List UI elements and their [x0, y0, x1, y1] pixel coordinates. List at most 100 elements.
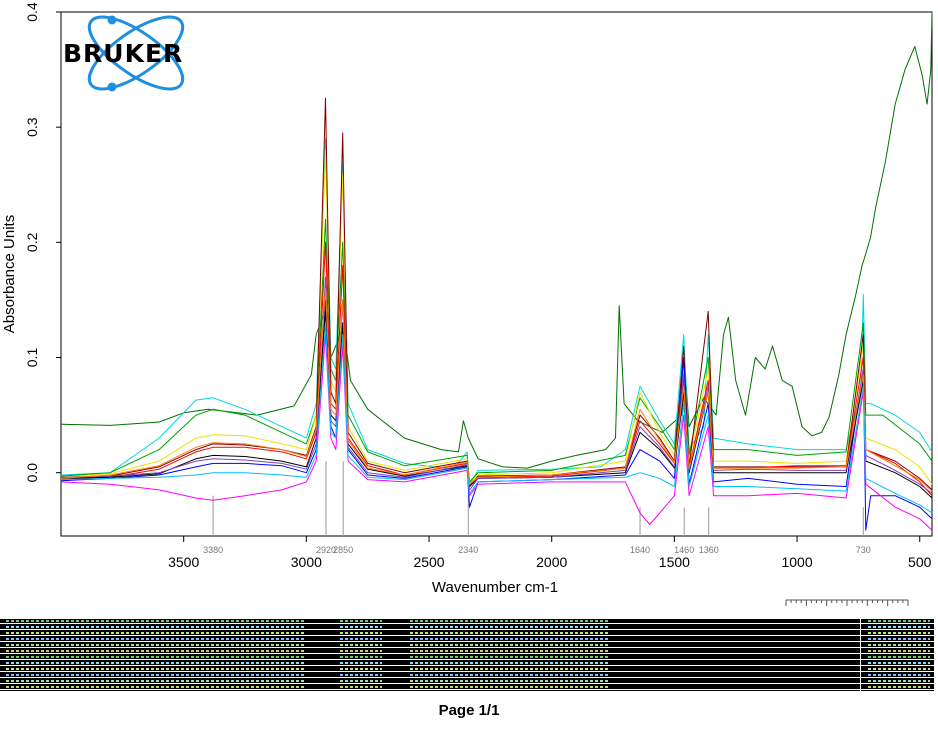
- bruker-atom-logo: BRUKER: [63, 15, 185, 92]
- legend-entry: [340, 662, 382, 664]
- spectrum-series-line: [60, 334, 933, 531]
- legend-entry: [6, 674, 306, 676]
- legend-row: [0, 637, 934, 642]
- legend-entry: [340, 620, 382, 622]
- legend-entry: [410, 638, 610, 640]
- legend-entry: [868, 680, 930, 682]
- legend-entry: [868, 638, 930, 640]
- x-axis-title: Wavenumber cm-1: [432, 579, 558, 596]
- legend-entry: [340, 686, 382, 688]
- legend-entry: [6, 680, 306, 682]
- legend-entry: [6, 626, 306, 628]
- legend-entry: [6, 686, 306, 688]
- legend-row: [0, 685, 934, 690]
- y-tick-label: 0.4: [24, 2, 40, 22]
- legend-row: [0, 661, 934, 666]
- y-tick-label: 0.2: [24, 232, 40, 252]
- legend-entry: [868, 632, 930, 634]
- legend-entry: [340, 638, 382, 640]
- legend-entry: [868, 668, 930, 670]
- x-axis: 3500 3000 2500 2000 1500 1000 500: [168, 536, 932, 570]
- legend-entry: [6, 668, 306, 670]
- legend-row: [0, 667, 934, 672]
- peak-marker-label: 1640: [630, 545, 650, 555]
- legend-entry: [340, 680, 382, 682]
- spectrum-series-line: [60, 138, 933, 485]
- x-tick-label: 3500: [168, 554, 199, 570]
- page-indicator: Page 1/1: [438, 702, 500, 719]
- legend-entry: [410, 674, 610, 676]
- x-tick-label: 500: [908, 554, 932, 570]
- peak-marker-label: 2850: [333, 545, 353, 555]
- legend-entry: [410, 656, 610, 658]
- legend-entry: [6, 650, 306, 652]
- brand-name: BRUKER: [63, 39, 183, 68]
- series-group: [60, 11, 933, 531]
- spectrum-series-line: [60, 276, 933, 494]
- legend-entry: [340, 626, 382, 628]
- x-tick-label: 2000: [536, 554, 567, 570]
- y-tick-label: 0.0: [24, 463, 40, 483]
- legend-entry: [340, 650, 382, 652]
- spectrum-series-line: [60, 218, 933, 483]
- legend-row: [0, 619, 934, 624]
- peak-marker-label: 2920: [316, 545, 336, 555]
- spectrum-series-line: [60, 322, 933, 514]
- spectrum-series-line: [60, 241, 933, 497]
- legend-entry: [868, 644, 930, 646]
- spectrum-series-line: [60, 299, 933, 531]
- legend-entry: [410, 662, 610, 664]
- legend-entry: [868, 656, 930, 658]
- legend-entry: [340, 656, 382, 658]
- peak-marker-label: 1460: [674, 545, 694, 555]
- legend-entry: [868, 686, 930, 688]
- x-tick-label: 2500: [413, 554, 444, 570]
- legend-entry: [410, 620, 610, 622]
- plot-frame: [60, 11, 933, 537]
- spectrum-series-line: [60, 310, 933, 499]
- legend-entry: [410, 680, 610, 682]
- legend-entry: [410, 686, 610, 688]
- legend-table: [0, 619, 934, 691]
- y-tick-label: 0.1: [24, 348, 40, 368]
- spectrum-series-line: [60, 11, 933, 469]
- legend-entry: [6, 662, 306, 664]
- peak-marker-label: 3380: [203, 545, 223, 555]
- legend-entry: [410, 668, 610, 670]
- y-axis-title: Absorbance Units: [1, 215, 18, 333]
- legend-entry: [340, 632, 382, 634]
- legend-entry: [340, 674, 382, 676]
- legend-entry: [6, 644, 306, 646]
- y-axis: 0.0 0.1 0.2 0.3 0.4: [24, 2, 61, 482]
- legend-entry: [6, 620, 306, 622]
- peak-marker-label: 2340: [458, 545, 478, 555]
- x-tick-label: 3000: [291, 554, 322, 570]
- legend-entry: [410, 632, 610, 634]
- legend-entry: [6, 656, 306, 658]
- legend-row: [0, 649, 934, 654]
- legend-entry: [6, 638, 306, 640]
- spectrum-series-line: [60, 97, 933, 491]
- legend-row: [0, 655, 934, 660]
- spectrum-series-line: [60, 287, 933, 492]
- x-tick-label: 1000: [781, 554, 812, 570]
- legend-entry: [410, 650, 610, 652]
- peak-marker-label: 1360: [699, 545, 719, 555]
- legend-entry: [868, 626, 930, 628]
- legend-entry: [868, 674, 930, 676]
- legend-row: [0, 643, 934, 648]
- legend-entry: [340, 644, 382, 646]
- legend-entry: [410, 626, 610, 628]
- legend-entry: [868, 620, 930, 622]
- legend-entry: [340, 668, 382, 670]
- legend-row: [0, 679, 934, 684]
- legend-entry: [868, 650, 930, 652]
- scale-bar: [785, 599, 909, 606]
- legend-divider: [860, 619, 861, 691]
- x-tick-label: 1500: [659, 554, 690, 570]
- spectrum-series-line: [60, 149, 933, 485]
- legend-row: [0, 673, 934, 678]
- legend-entry: [410, 644, 610, 646]
- legend-row: [0, 631, 934, 636]
